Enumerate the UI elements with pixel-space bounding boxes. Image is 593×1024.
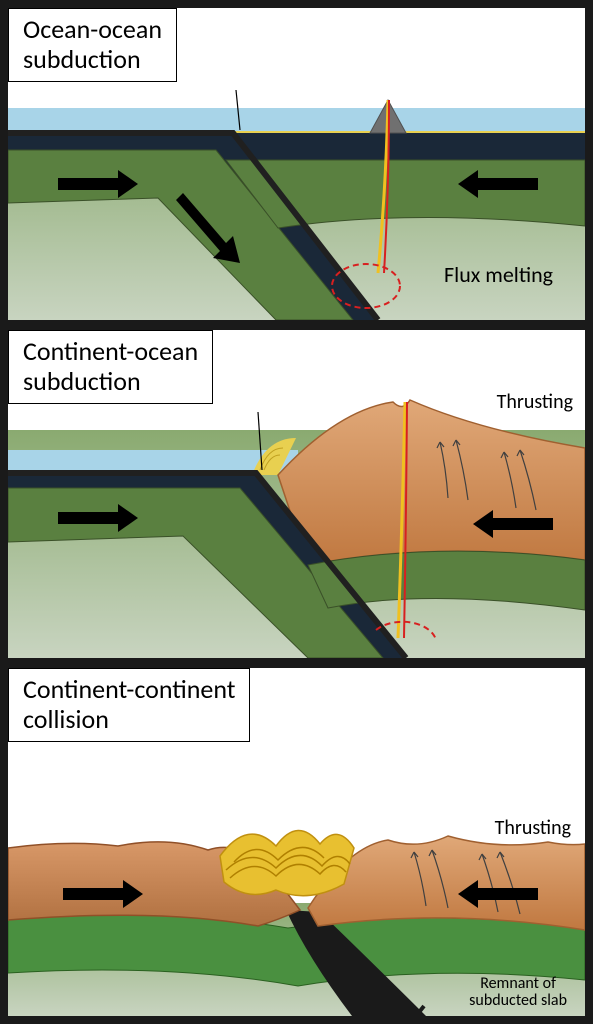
title-box-ocean-ocean: Ocean-ocean subduction (8, 8, 177, 82)
panel-continent-continent: Continent-continent collision Thrusting … (8, 668, 585, 1016)
thrusting-label-3: Thrusting (495, 816, 571, 840)
title-continent-continent: Continent-continent collision (23, 675, 235, 735)
thrusting-label-2: Thrusting (497, 390, 573, 414)
title-box-continent-continent: Continent-continent collision (8, 668, 250, 742)
panel-continent-ocean: Continent-ocean subduction Thrusting (8, 330, 585, 658)
panel-ocean-ocean: Ocean-ocean subduction Flux melting (8, 8, 585, 320)
flux-melting-label: Flux melting (444, 261, 553, 288)
title-box-continent-ocean: Continent-ocean subduction (8, 330, 213, 404)
remnant-label: Remnant of subducted slab (469, 976, 567, 1010)
title-ocean-ocean: Ocean-ocean subduction (23, 15, 162, 75)
title-continent-ocean: Continent-ocean subduction (23, 337, 198, 397)
